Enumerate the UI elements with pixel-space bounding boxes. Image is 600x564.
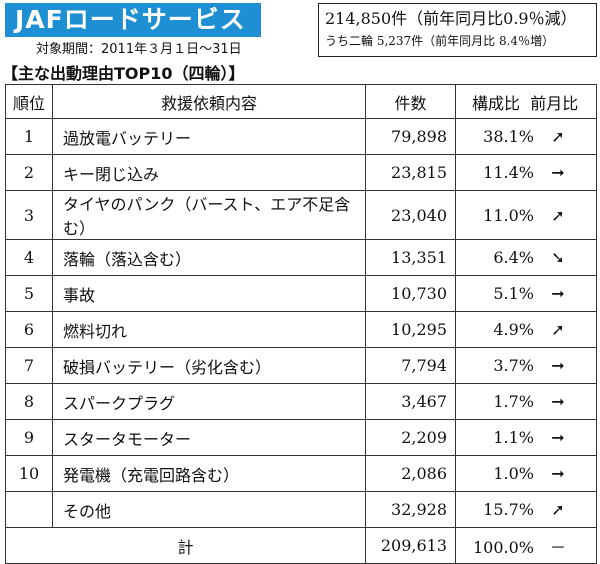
trend-flat-arrow-icon: ➞: [551, 163, 565, 182]
row-share: 6.4%: [493, 248, 534, 267]
row-share: 4.9%: [493, 320, 534, 339]
row-share: 15.7%: [483, 500, 534, 519]
trend-up-arrow-icon: ➚: [551, 500, 565, 519]
row-share: 11.0%: [483, 205, 534, 225]
table-row: 1 過放電バッテリー 79,898 38.1% ➚: [5, 118, 597, 155]
table-row: 5 事故 10,730 5.1% ➞: [5, 275, 597, 312]
row-rank: 1: [5, 118, 53, 155]
row-count: 23,815: [365, 154, 456, 191]
total-label: 計: [5, 527, 366, 564]
table-header-row: 順位 救援依頼内容 件数 構成比 前月比: [5, 84, 597, 119]
total-row: 計 209,613 100.0% －: [5, 527, 597, 564]
total-mom: －: [549, 537, 566, 557]
row-share: 3.7%: [493, 356, 534, 375]
row-rank: 9: [5, 419, 53, 456]
table-row: 7 破損バッテリー（劣化含む） 7,794 3.7% ➞: [5, 347, 597, 384]
row-count: 10,730: [365, 275, 456, 312]
row-share: 38.1%: [483, 127, 534, 146]
trend-flat-arrow-icon: ➞: [551, 428, 565, 447]
row-reason: 燃料切れ: [52, 311, 366, 348]
trend-flat-arrow-icon: ➞: [551, 284, 565, 303]
row-count: 7,794: [365, 347, 456, 384]
row-reason: 破損バッテリー（劣化含む）: [52, 347, 366, 384]
total-share: 100.0%: [472, 537, 534, 557]
trend-down-arrow-icon: ➘: [551, 248, 565, 267]
table-row: 9 スタータモーター 2,209 1.1% ➞: [5, 419, 597, 456]
row-reason: 事故: [52, 275, 366, 312]
trend-flat-arrow-icon: ➞: [551, 392, 565, 411]
row-share: 1.1%: [493, 428, 534, 447]
row-reason: キー閉じ込み: [52, 154, 366, 191]
row-reason: 落輪（落込含む）: [52, 239, 366, 276]
row-reason: 発電機（充電回路含む）: [52, 455, 366, 492]
summary-box: 214,850件（前年同月比0.9％減） うち二輪 5,237件（前年同月比 8…: [318, 3, 597, 57]
header-share-mom: 構成比 前月比: [455, 84, 597, 119]
table-row: その他 32,928 15.7% ➚: [5, 491, 597, 528]
table-heading: 【主な出動理由TOP10（四輪）】: [2, 64, 245, 83]
summary-motorcycle: うち二輪 5,237件（前年同月比 8.4％増）: [325, 34, 555, 48]
summary-total: 214,850件（前年同月比0.9％減）: [325, 9, 577, 28]
trend-up-arrow-icon: ➚: [551, 127, 565, 146]
row-reason: タイヤのパンク（バースト、エア不足含む）: [52, 190, 366, 240]
header-count: 件数: [365, 84, 456, 119]
row-rank: 8: [5, 383, 53, 420]
row-reason: スパークプラグ: [52, 383, 366, 420]
row-rank: 3: [5, 190, 53, 240]
row-reason: スタータモーター: [52, 419, 366, 456]
row-count: 2,086: [365, 455, 456, 492]
top10-table: 順位 救援依頼内容 件数 構成比 前月比 1 過放電バッテリー 79,898 3…: [5, 84, 597, 564]
period-label: 対象期間：2011年３月１日〜31日: [36, 42, 242, 57]
row-count: 13,351: [365, 239, 456, 276]
trend-flat-arrow-icon: ➞: [551, 464, 565, 483]
row-rank: 5: [5, 275, 53, 312]
total-count: 209,613: [365, 527, 456, 564]
page-title: JAFロードサービス 3月: [5, 3, 261, 68]
trend-up-arrow-icon: ➚: [551, 320, 565, 339]
table-row: 3 タイヤのパンク（バースト、エア不足含む） 23,040 11.0% ➚: [5, 190, 597, 240]
header-rank: 順位: [5, 84, 53, 119]
row-count: 2,209: [365, 419, 456, 456]
row-reason: その他: [52, 491, 366, 528]
row-share: 5.1%: [493, 284, 534, 303]
table-row: 8 スパークプラグ 3,467 1.7% ➞: [5, 383, 597, 420]
row-count: 3,467: [365, 383, 456, 420]
row-rank: 4: [5, 239, 53, 276]
row-count: 10,295: [365, 311, 456, 348]
row-rank: 6: [5, 311, 53, 348]
row-count: 79,898: [365, 118, 456, 155]
row-share: 1.7%: [493, 392, 534, 411]
header-share: 構成比: [472, 93, 521, 113]
row-rank: [5, 491, 53, 528]
trend-flat-arrow-icon: ➞: [551, 356, 565, 375]
table-row: 6 燃料切れ 10,295 4.9% ➚: [5, 311, 597, 348]
row-rank: 10: [5, 455, 53, 492]
trend-up-arrow-icon: ➚: [551, 205, 565, 225]
header-reason: 救援依頼内容: [52, 84, 366, 119]
row-count: 32,928: [365, 491, 456, 528]
row-share: 11.4%: [483, 163, 534, 182]
table-row: 2 キー閉じ込み 23,815 11.4% ➞: [5, 154, 597, 191]
row-share: 1.0%: [493, 464, 534, 483]
table-row: 10 発電機（充電回路含む） 2,086 1.0% ➞: [5, 455, 597, 492]
row-rank: 2: [5, 154, 53, 191]
row-rank: 7: [5, 347, 53, 384]
row-count: 23,040: [365, 190, 456, 240]
row-reason: 過放電バッテリー: [52, 118, 366, 155]
table-row: 4 落輪（落込含む） 13,351 6.4% ➘: [5, 239, 597, 276]
header-mom: 前月比: [530, 93, 579, 113]
